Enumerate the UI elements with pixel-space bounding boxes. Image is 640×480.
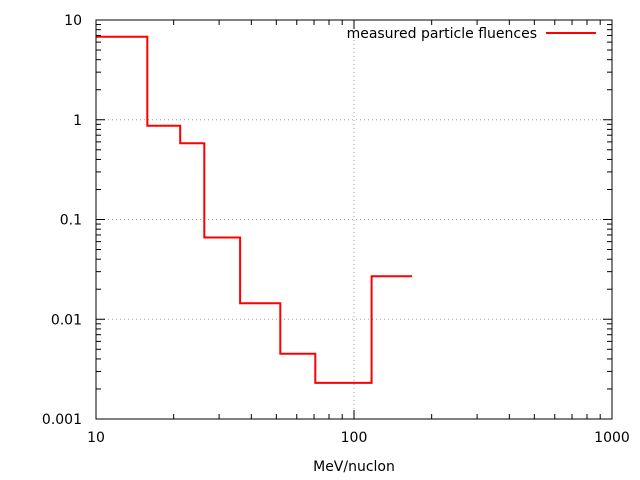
tick-labels: 0.001 0.01 0.1 1 10 10 100 1000 [42,13,630,446]
y-tick-label: 1 [73,113,82,129]
x-tick-label: 1000 [594,430,630,446]
y-tick-label: 0.01 [51,312,82,328]
x-tick-label: 100 [341,430,368,446]
y-tick-label: 10 [64,13,82,29]
legend-label: measured particle fluences [347,26,537,42]
y-tick-label: 0.1 [60,213,82,229]
series-line [96,35,413,384]
series-layer [96,35,413,384]
y-tick-label: 0.001 [42,412,82,428]
x-axis-label: MeV/nuclon [313,459,395,475]
x-tick-label: 10 [87,430,105,446]
axis-ticks [95,19,613,420]
grid-lines [96,20,612,419]
legend: measured particle fluences [347,26,596,42]
plot-frame [95,19,613,420]
